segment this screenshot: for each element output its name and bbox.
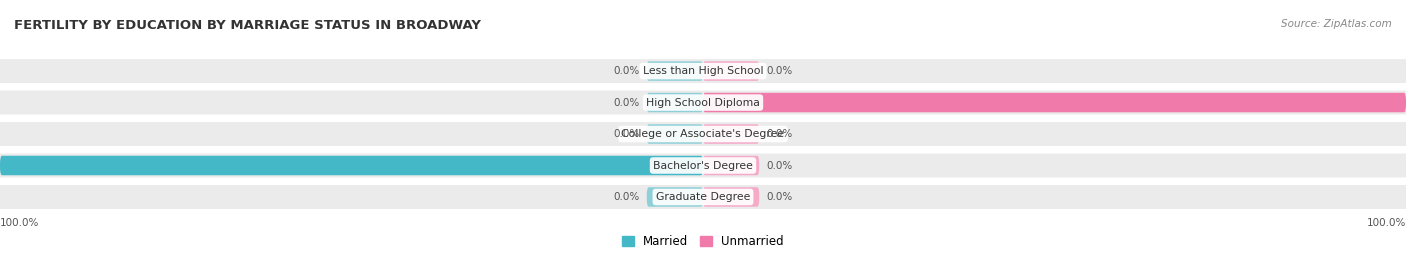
Text: Source: ZipAtlas.com: Source: ZipAtlas.com (1281, 19, 1392, 29)
Legend: Married, Unmarried: Married, Unmarried (617, 230, 789, 253)
Text: Less than High School: Less than High School (643, 66, 763, 76)
FancyBboxPatch shape (647, 124, 703, 144)
FancyBboxPatch shape (703, 61, 759, 81)
Text: FERTILITY BY EDUCATION BY MARRIAGE STATUS IN BROADWAY: FERTILITY BY EDUCATION BY MARRIAGE STATU… (14, 19, 481, 32)
Text: 0.0%: 0.0% (766, 192, 793, 202)
Text: 100.0%: 100.0% (1367, 218, 1406, 228)
FancyBboxPatch shape (703, 124, 759, 144)
FancyBboxPatch shape (647, 93, 703, 112)
Text: 0.0%: 0.0% (766, 66, 793, 76)
Text: 0.0%: 0.0% (766, 161, 793, 171)
FancyBboxPatch shape (0, 59, 1406, 83)
FancyBboxPatch shape (703, 187, 759, 207)
FancyBboxPatch shape (703, 93, 1406, 112)
FancyBboxPatch shape (0, 122, 1406, 146)
FancyBboxPatch shape (0, 91, 1406, 115)
FancyBboxPatch shape (0, 154, 1406, 178)
Text: Graduate Degree: Graduate Degree (655, 192, 751, 202)
Text: 0.0%: 0.0% (613, 98, 640, 108)
Text: 0.0%: 0.0% (613, 192, 640, 202)
Text: 0.0%: 0.0% (613, 129, 640, 139)
Text: College or Associate's Degree: College or Associate's Degree (621, 129, 785, 139)
Text: Bachelor's Degree: Bachelor's Degree (652, 161, 754, 171)
FancyBboxPatch shape (647, 187, 703, 207)
Text: 0.0%: 0.0% (613, 66, 640, 76)
FancyBboxPatch shape (703, 156, 759, 175)
Text: 100.0%: 100.0% (0, 218, 39, 228)
Text: High School Diploma: High School Diploma (647, 98, 759, 108)
FancyBboxPatch shape (647, 61, 703, 81)
Text: 0.0%: 0.0% (766, 129, 793, 139)
FancyBboxPatch shape (0, 156, 703, 175)
FancyBboxPatch shape (0, 185, 1406, 209)
